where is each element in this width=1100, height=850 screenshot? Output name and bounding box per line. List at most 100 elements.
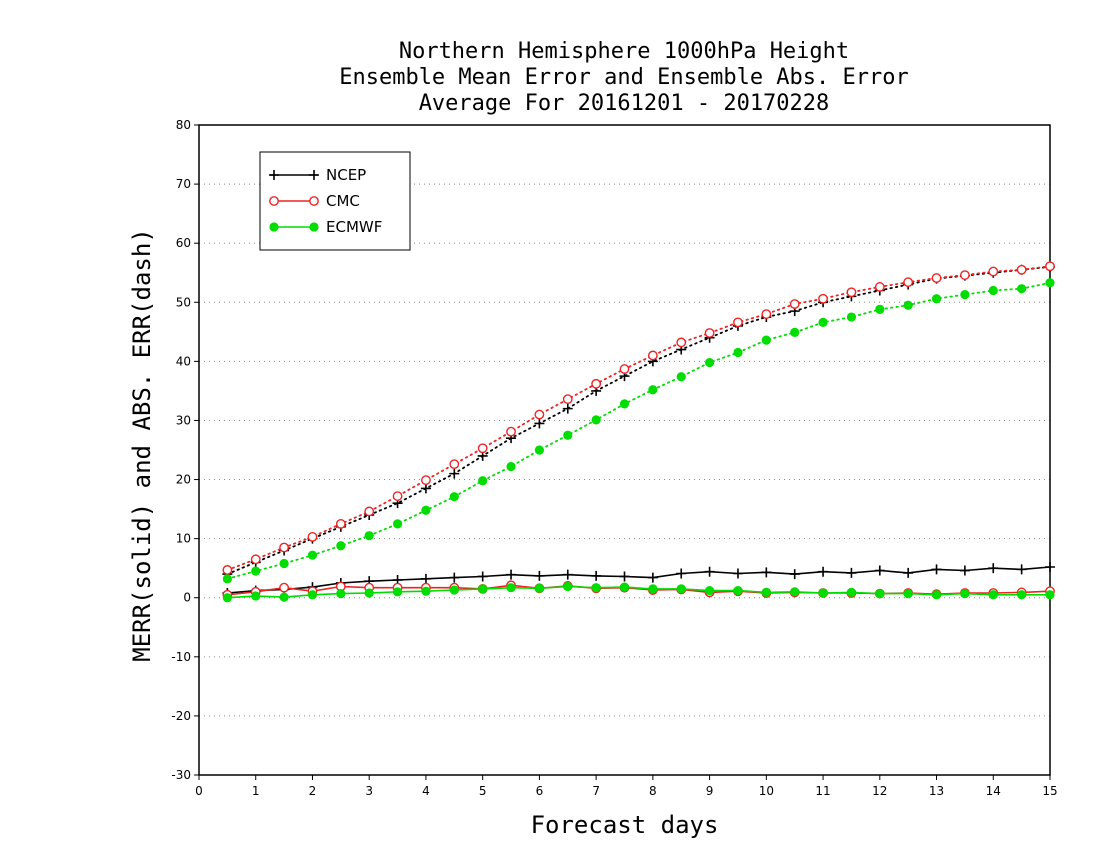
- x-tick-label: 12: [872, 784, 887, 798]
- ecmwf-abs-err-point: [591, 415, 601, 425]
- ecmwf-abs-err-point: [733, 347, 743, 358]
- ecmwf-abs-err-point: [336, 541, 346, 551]
- ecmwf-merr-point: [392, 587, 403, 597]
- ecmwf-abs-err-point: [307, 550, 318, 560]
- grid: [199, 183, 1050, 717]
- cmc-abs-err-point: [477, 443, 488, 454]
- cmc-abs-err-point: [733, 317, 743, 328]
- cmc-abs-err-point: [846, 287, 857, 298]
- ncep-merr-point: [1016, 564, 1027, 575]
- ecmwf-merr-point: [478, 584, 488, 594]
- x-tick-label: 7: [592, 784, 600, 798]
- x-tick-label: 9: [706, 784, 714, 798]
- legend-item-ncep: NCEP: [269, 166, 366, 184]
- chart-title: Northern Hemisphere 1000hPa HeightEnsemb…: [339, 39, 909, 116]
- x-tick-label: 2: [309, 784, 317, 798]
- ecmwf-abs-err-point: [563, 430, 573, 440]
- legend-marker: [309, 170, 319, 180]
- cmc-abs-err-point: [761, 309, 772, 319]
- ncep-merr-point: [761, 567, 772, 578]
- ecmwf-merr-point: [222, 593, 232, 603]
- ncep-merr-point: [477, 571, 488, 582]
- cmc-abs-err-point: [279, 542, 289, 553]
- ncep-merr-point: [988, 563, 999, 574]
- x-tick-label: 14: [986, 784, 1001, 798]
- cmc-abs-err-point: [903, 277, 914, 288]
- cmc-abs-err-point: [647, 350, 658, 361]
- ncep-abs-err-line: [226, 265, 1051, 575]
- ncep-merr-point: [420, 573, 431, 584]
- axis-titles: Forecast days MERR(solid) and ABS. ERR(da…: [128, 228, 718, 839]
- ecmwf-merr-point: [251, 591, 261, 601]
- series: [222, 261, 1055, 603]
- ecmwf-merr-point: [1045, 590, 1055, 600]
- ncep-merr-point: [903, 567, 914, 578]
- ecmwf-merr-point: [336, 588, 346, 599]
- ncep-abs-err-point: [420, 483, 431, 494]
- ncep-abs-err-point: [449, 468, 460, 479]
- ecmwf-merr-point: [846, 587, 857, 598]
- ecmwf-abs-err-point: [506, 461, 516, 472]
- ecmwf-merr-point: [421, 586, 431, 596]
- x-tick-label: 5: [479, 784, 487, 798]
- ecmwf-merr-line: [227, 585, 1050, 599]
- ecmwf-abs-err-point: [960, 289, 970, 300]
- ecmwf-abs-err-point: [1045, 278, 1055, 288]
- cmc-abs-err-line: [226, 265, 1051, 571]
- ecmwf-merr-point: [307, 590, 318, 600]
- x-tick-label: 15: [1042, 784, 1057, 798]
- ecmwf-abs-err-point: [364, 531, 374, 541]
- x-tick-label: 10: [759, 784, 774, 798]
- ncep-merr-point: [846, 567, 857, 578]
- ecmwf-merr-point: [903, 588, 913, 599]
- legend-marker: [309, 196, 319, 206]
- ecmwf-merr-series: [222, 581, 1055, 603]
- ecmwf-merr-point: [761, 587, 771, 598]
- ecmwf-merr-point: [931, 590, 942, 600]
- ncep-abs-err-series: [222, 261, 1055, 580]
- plot-frame: [198, 124, 1051, 776]
- cmc-abs-err-point: [364, 506, 375, 517]
- ecmwf-abs-err-point: [1017, 284, 1027, 294]
- cmc-abs-err-point: [562, 394, 573, 405]
- y-tick-label: 20: [176, 473, 191, 487]
- cmc-merr-point: [279, 582, 289, 593]
- ecmwf-merr-point: [705, 586, 715, 596]
- ecmwf-merr-point: [534, 583, 545, 593]
- ecmwf-abs-err-point: [818, 317, 828, 327]
- y-tick-label: -30: [171, 768, 191, 782]
- ecmwf-merr-point: [619, 582, 630, 592]
- legend-label: NCEP: [326, 166, 366, 184]
- ecmwf-abs-err-point: [676, 372, 686, 382]
- ecmwf-abs-err-series: [222, 278, 1055, 584]
- ncep-merr-point: [647, 572, 658, 583]
- ecmwf-abs-err-point: [988, 285, 998, 296]
- x-tick-label: 0: [195, 784, 203, 798]
- ncep-abs-err-point: [534, 418, 545, 429]
- ecmwf-merr-point: [506, 583, 516, 593]
- ecmwf-abs-err-point: [903, 300, 913, 310]
- cmc-abs-err-point: [676, 337, 687, 348]
- ecmwf-abs-err-line: [226, 281, 1051, 580]
- cmc-abs-err-point: [222, 565, 233, 575]
- ecmwf-merr-point: [875, 588, 885, 599]
- y-tick-label: 70: [176, 177, 191, 191]
- legend-item-ecmwf: ECMWF: [269, 218, 382, 236]
- ecmwf-merr-point: [591, 583, 601, 593]
- ecmwf-merr-point: [790, 587, 800, 597]
- ncep-merr-point: [704, 566, 715, 577]
- legend-label: ECMWF: [326, 218, 382, 236]
- title-line-2: Ensemble Mean Error and Ensemble Abs. Er…: [339, 65, 909, 90]
- ncep-merr-point: [591, 570, 602, 581]
- ecmwf-abs-err-point: [534, 445, 545, 455]
- y-tick-label: 50: [176, 295, 191, 309]
- y-tick-label: 0: [183, 591, 191, 605]
- ncep-abs-err-point: [562, 403, 573, 414]
- cmc-abs-err-point: [449, 459, 460, 470]
- cmc-abs-err-point: [931, 273, 942, 283]
- ecmwf-merr-point: [1017, 590, 1027, 600]
- x-tick-label: 3: [365, 784, 373, 798]
- legend-marker: [309, 222, 319, 232]
- y-tick-label: -10: [171, 650, 191, 664]
